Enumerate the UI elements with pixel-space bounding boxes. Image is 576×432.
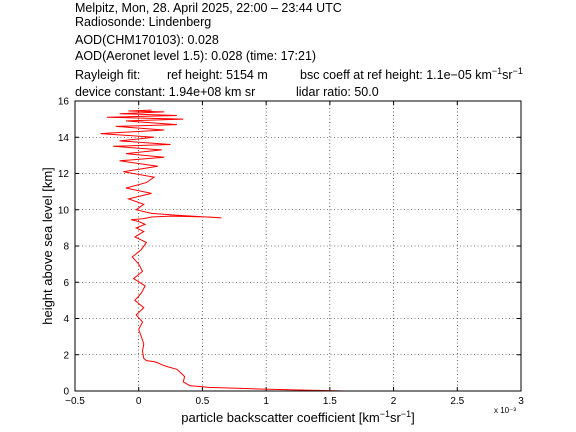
grid xyxy=(75,101,521,391)
plot-frame xyxy=(74,100,522,392)
rayleigh-label: Rayleigh fit: xyxy=(75,68,140,82)
y-tick-label: 6 xyxy=(63,278,69,289)
bsc-coeff: bsc coeff at ref height: 1.1e−05 km−1sr−… xyxy=(300,66,523,82)
lidar-ratio: lidar ratio: 50.0 xyxy=(296,85,379,99)
y-tick-label: 14 xyxy=(58,133,70,144)
title-line-1: Melpitz, Mon, 28. April 2025, 22:00 – 23… xyxy=(75,1,342,15)
backscatter-profile-line xyxy=(100,109,346,392)
y-tick-label: 2 xyxy=(63,350,69,361)
y-tick-label: 16 xyxy=(58,97,70,108)
x-tick-label: 1.5 xyxy=(323,396,337,407)
y-tick-label: 12 xyxy=(58,169,70,180)
y-axis-ticks: 0 2 4 6 8 10 12 14 16 xyxy=(58,97,521,398)
title-line-3: AOD(CHM170103): 0.028 xyxy=(75,33,219,47)
ref-height: ref height: 5154 m xyxy=(167,68,268,82)
x-tick-label: 3 xyxy=(518,396,524,407)
device-constant: device constant: 1.94e+08 km sr xyxy=(75,85,255,99)
title-line-4: AOD(Aeronet level 1.5): 0.028 (time: 17:… xyxy=(75,49,316,63)
x-tick-label: 2.5 xyxy=(450,396,464,407)
y-axis-label: height above sea level [km] xyxy=(40,167,55,325)
x-tick-label: 2 xyxy=(391,396,397,407)
x-tick-label: 0.5 xyxy=(195,396,209,407)
y-tick-label: 4 xyxy=(63,314,69,325)
x-multiplier: x 10⁻³ xyxy=(494,406,516,415)
x-tick-label: −0.5 xyxy=(65,396,85,407)
y-tick-label: 10 xyxy=(58,205,70,216)
y-tick-label: 0 xyxy=(63,387,69,398)
x-tick-label: 0 xyxy=(136,396,142,407)
x-axis-label: particle backscatter coefficient [km−1sr… xyxy=(181,409,414,425)
y-tick-label: 8 xyxy=(63,242,69,253)
title-line-2: Radiosonde: Lindenberg xyxy=(75,15,211,29)
x-tick-label: 1 xyxy=(263,396,269,407)
